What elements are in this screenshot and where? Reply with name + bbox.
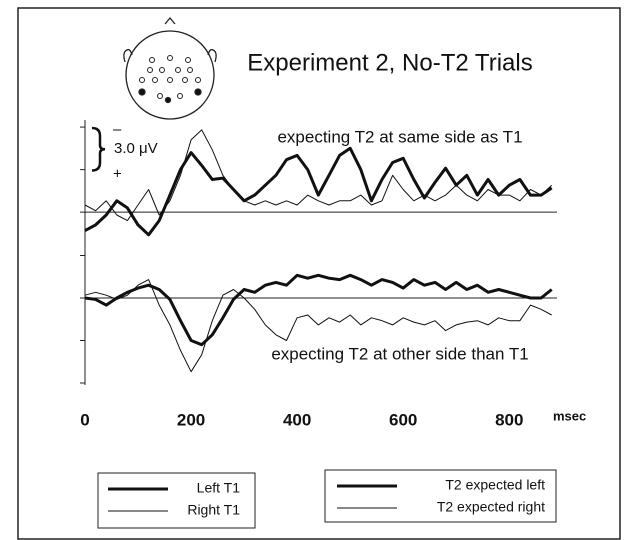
x-tick-label: 800 <box>495 410 523 429</box>
legend-label: T2 expected left <box>445 477 545 493</box>
scale-bar-label: 3.0 μV <box>114 140 158 157</box>
series-line <box>84 273 553 347</box>
legend-label: Left T1 <box>197 480 241 496</box>
x-tick-label: 200 <box>177 410 205 429</box>
series-line <box>84 129 553 222</box>
scale-bar <box>91 126 106 172</box>
x-tick-label: 400 <box>283 410 311 429</box>
scale-bar-minus: – <box>113 121 122 138</box>
legend-box <box>324 469 557 523</box>
x-tick-label: 600 <box>389 410 417 429</box>
chart-title: Experiment 2, No-T2 Trials <box>247 49 532 76</box>
scale-bar-plus: + <box>113 165 122 182</box>
annotation: expecting T2 at other side than T1 <box>271 344 528 363</box>
series-line <box>84 279 552 373</box>
legend-label: T2 expected right <box>437 499 545 515</box>
legend-label: Right T1 <box>187 502 240 518</box>
head-icon <box>123 16 217 120</box>
legend-box <box>97 472 256 529</box>
x-tick-label: 0 <box>80 410 89 429</box>
x-axis-label: msec <box>553 408 586 423</box>
annotation: expecting T2 at same side as T1 <box>277 127 522 146</box>
series-line <box>84 146 553 237</box>
frame <box>17 7 621 540</box>
